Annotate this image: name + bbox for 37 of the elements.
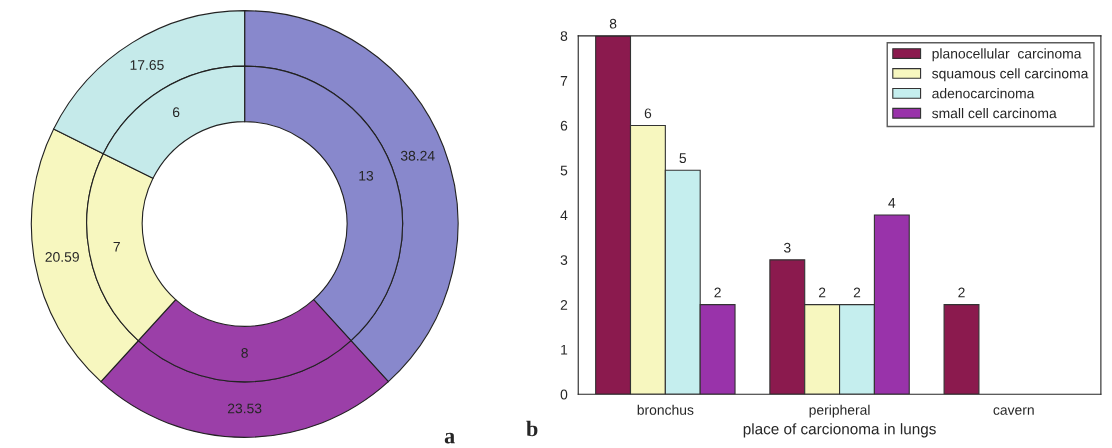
- data-label: 2: [958, 287, 965, 298]
- data-label: 2: [853, 287, 861, 298]
- data-label: 13: [359, 170, 374, 181]
- x-tick-label: cavern: [993, 407, 1034, 415]
- bar: [943, 304, 980, 395]
- y-tick-label: 4: [560, 210, 568, 221]
- y-tick-label: 7: [560, 76, 568, 86]
- data-label: 38.24: [400, 150, 435, 161]
- y-tick-label: 1: [561, 344, 568, 355]
- y-tick-label: 5: [560, 165, 568, 176]
- y-tick-label: 2: [560, 299, 568, 310]
- y-tick-label: 0: [560, 389, 568, 400]
- data-label: 5: [679, 153, 687, 164]
- data-label: 8: [609, 18, 617, 29]
- legend-label: small cell carcinoma: [932, 108, 1057, 119]
- x-tick-label: peripheral: [809, 404, 870, 418]
- data-label: 2: [818, 287, 826, 298]
- text: b: [526, 420, 538, 437]
- data-label: 3: [783, 242, 791, 253]
- y-tick-label: 6: [560, 120, 568, 131]
- y-tick-label: 8: [560, 31, 568, 42]
- data-label: 6: [172, 107, 180, 118]
- y-tick-label: 3: [560, 255, 568, 266]
- data-label: 23.53: [227, 403, 262, 414]
- legend-label: adenocarcinoma: [932, 88, 1035, 99]
- data-label: 7: [113, 241, 120, 252]
- data-label: 2: [714, 287, 721, 298]
- data-label: 20.59: [45, 252, 79, 262]
- data-label: 17.65: [130, 60, 164, 70]
- data-label: 6: [644, 108, 652, 119]
- text: a: [444, 432, 455, 444]
- legend-label: planocellular carcinoma: [932, 48, 1082, 62]
- legend-label: squamous cell carcinoma: [932, 68, 1089, 82]
- x-tick-label: bronchus: [637, 404, 694, 415]
- data-label: 4: [888, 198, 896, 208]
- x-axis-title: place of carcionoma in lungs: [743, 423, 936, 438]
- data-label: 8: [241, 348, 248, 358]
